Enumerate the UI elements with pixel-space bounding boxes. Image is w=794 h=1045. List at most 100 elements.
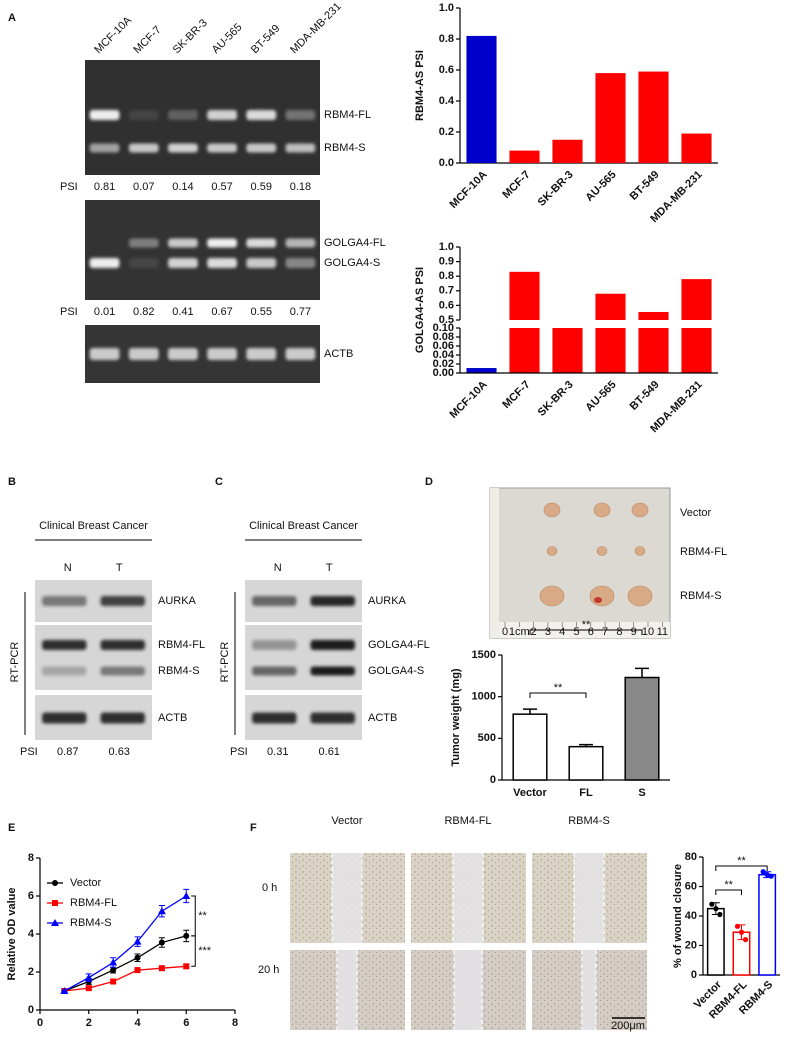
ruler-label: 8 bbox=[616, 626, 622, 638]
gel-band bbox=[89, 110, 120, 120]
band-label: RBM4-FL bbox=[324, 109, 371, 121]
y-tick-label: 0.04 bbox=[433, 349, 455, 361]
bar bbox=[681, 328, 712, 373]
psi-value: 0.81 bbox=[94, 181, 115, 193]
legend-label: RBM4-S bbox=[70, 917, 112, 929]
y-tick-label: 40 bbox=[685, 910, 697, 922]
y-tick-label: 4 bbox=[28, 928, 35, 940]
tumor bbox=[539, 585, 565, 607]
gel-band bbox=[42, 666, 87, 676]
gel bbox=[35, 625, 152, 690]
gel-band bbox=[246, 348, 277, 360]
marker bbox=[84, 973, 93, 981]
x-tick-label: 0 bbox=[37, 1017, 43, 1029]
bar bbox=[568, 745, 604, 781]
gel-band bbox=[285, 258, 316, 268]
gel bbox=[85, 200, 320, 300]
psi-label: PSI bbox=[230, 746, 248, 758]
y-tick-label: 0.08 bbox=[433, 331, 454, 343]
y-axis-label: GOLGA4-AS PSI bbox=[414, 267, 426, 353]
significance-label: *** bbox=[198, 945, 212, 957]
y-tick-label: 0.7 bbox=[439, 285, 454, 297]
gel-title: Clinical Breast Cancer bbox=[249, 520, 358, 532]
y-tick-label: 0.6 bbox=[439, 64, 454, 76]
bar bbox=[509, 271, 540, 320]
y-tick-label: 0.9 bbox=[439, 256, 454, 268]
x-tick-label: MCF-7 bbox=[500, 379, 532, 411]
significance-label: ** bbox=[554, 682, 563, 694]
ruler-label: 2 bbox=[531, 626, 537, 638]
significance-label: ** bbox=[737, 855, 746, 867]
lane-label: T bbox=[326, 562, 333, 574]
gel-band bbox=[100, 640, 145, 650]
gel-band bbox=[246, 143, 277, 153]
x-tick-label: 2 bbox=[86, 1017, 92, 1029]
line bbox=[64, 965, 187, 992]
gel-band bbox=[168, 238, 198, 248]
marker bbox=[52, 880, 58, 886]
data-point bbox=[713, 906, 719, 912]
bar bbox=[552, 328, 583, 373]
y-tick-label: 0.0 bbox=[439, 157, 454, 169]
ruler-label: 9 bbox=[631, 626, 637, 638]
gel-band bbox=[207, 143, 237, 153]
x-tick-label: SK-BR-3 bbox=[536, 379, 576, 419]
gel-band bbox=[168, 348, 198, 360]
data-point bbox=[768, 873, 774, 879]
y-axis-label: Relative OD value bbox=[6, 888, 18, 981]
gel-band bbox=[89, 348, 120, 360]
bar bbox=[509, 328, 540, 373]
band-label: ACTB bbox=[158, 712, 187, 724]
gel-band bbox=[207, 348, 237, 360]
x-tick-label: BT-549 bbox=[628, 379, 662, 413]
band-label: ACTB bbox=[324, 348, 353, 360]
y-tick-label: 0.4 bbox=[439, 95, 455, 107]
gel-band bbox=[310, 640, 355, 650]
gel bbox=[85, 325, 320, 383]
psi-label: PSI bbox=[60, 181, 78, 193]
psi-value: 0.14 bbox=[172, 181, 193, 193]
wound-gap bbox=[332, 853, 362, 943]
y-tick-label: 0.06 bbox=[433, 340, 454, 352]
bar bbox=[638, 328, 669, 373]
band-label: ACTB bbox=[368, 712, 397, 724]
x-tick-label: 8 bbox=[232, 1017, 238, 1029]
band-label: GOLGA4-S bbox=[368, 665, 424, 677]
significance-bracket bbox=[191, 895, 196, 937]
x-tick-label: MCF-7 bbox=[500, 169, 532, 201]
marker bbox=[85, 985, 92, 992]
bar bbox=[509, 150, 540, 163]
band-label: GOLGA4-FL bbox=[368, 639, 430, 651]
panel-label: E bbox=[8, 822, 15, 834]
y-tick-label: 0.8 bbox=[439, 33, 454, 45]
y-tick-label: 0.2 bbox=[439, 126, 454, 138]
marker bbox=[182, 892, 191, 899]
bar bbox=[624, 676, 660, 781]
marker bbox=[134, 954, 141, 961]
gel-band bbox=[285, 348, 316, 360]
gel-band bbox=[310, 666, 355, 676]
gel-band bbox=[89, 258, 120, 268]
lane-label: MCF-10A bbox=[92, 14, 134, 56]
psi-value: 0.61 bbox=[319, 746, 340, 758]
gel-band bbox=[128, 348, 159, 360]
gel bbox=[85, 60, 320, 175]
y-axis-label: Tumor weight (mg) bbox=[450, 668, 462, 767]
marker bbox=[134, 967, 141, 974]
ruler-label: 6 bbox=[588, 626, 594, 638]
gel-band bbox=[252, 640, 297, 650]
scale-label: 200μm bbox=[611, 1020, 645, 1032]
lane-label: BT-549 bbox=[249, 23, 283, 57]
bar bbox=[681, 133, 712, 163]
bar bbox=[595, 328, 626, 373]
ruler-label: 0 bbox=[502, 626, 508, 638]
gel-band bbox=[89, 143, 120, 153]
gel-band bbox=[246, 238, 277, 248]
gel-band bbox=[128, 258, 159, 268]
y-tick-label: 0.10 bbox=[433, 322, 454, 334]
y-tick-label: 1000 bbox=[472, 691, 496, 703]
gel-band bbox=[207, 258, 237, 268]
band-label: RBM4-S bbox=[324, 142, 366, 154]
column-label: RBM4-FL bbox=[444, 815, 491, 827]
